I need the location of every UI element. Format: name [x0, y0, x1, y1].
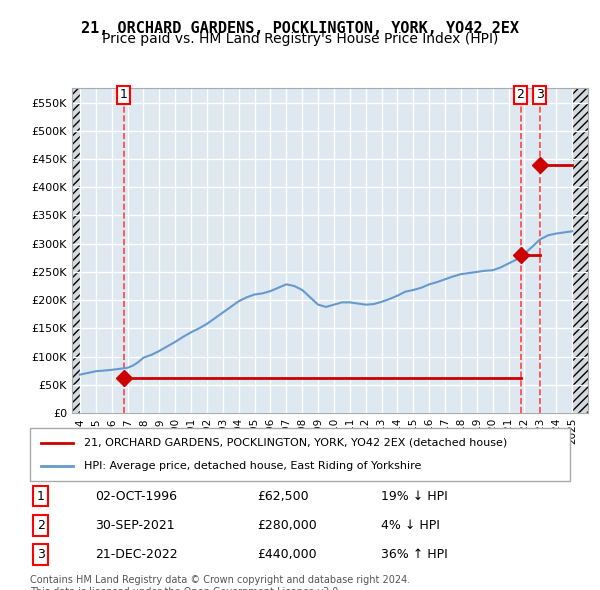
Text: 02-OCT-1996: 02-OCT-1996 [95, 490, 177, 503]
Text: £280,000: £280,000 [257, 519, 317, 532]
Text: 19% ↓ HPI: 19% ↓ HPI [381, 490, 448, 503]
Text: 1: 1 [37, 490, 45, 503]
Text: 21, ORCHARD GARDENS, POCKLINGTON, YORK, YO42 2EX (detached house): 21, ORCHARD GARDENS, POCKLINGTON, YORK, … [84, 438, 507, 448]
Text: 2: 2 [37, 519, 45, 532]
Bar [572, 88, 588, 413]
Text: 36% ↑ HPI: 36% ↑ HPI [381, 548, 448, 561]
Text: 4% ↓ HPI: 4% ↓ HPI [381, 519, 440, 532]
Text: 21, ORCHARD GARDENS, POCKLINGTON, YORK, YO42 2EX: 21, ORCHARD GARDENS, POCKLINGTON, YORK, … [81, 21, 519, 35]
Text: Contains HM Land Registry data © Crown copyright and database right 2024.
This d: Contains HM Land Registry data © Crown c… [30, 575, 410, 590]
Text: 2: 2 [517, 88, 524, 101]
Text: 3: 3 [37, 548, 45, 561]
FancyBboxPatch shape [30, 428, 570, 481]
Text: 30-SEP-2021: 30-SEP-2021 [95, 519, 175, 532]
Text: HPI: Average price, detached house, East Riding of Yorkshire: HPI: Average price, detached house, East… [84, 461, 421, 471]
Text: Price paid vs. HM Land Registry's House Price Index (HPI): Price paid vs. HM Land Registry's House … [102, 32, 498, 47]
Text: £440,000: £440,000 [257, 548, 316, 561]
Bar [72, 88, 80, 413]
Text: 3: 3 [536, 88, 544, 101]
Text: £62,500: £62,500 [257, 490, 308, 503]
Text: 1: 1 [119, 88, 128, 101]
Text: 21-DEC-2022: 21-DEC-2022 [95, 548, 178, 561]
